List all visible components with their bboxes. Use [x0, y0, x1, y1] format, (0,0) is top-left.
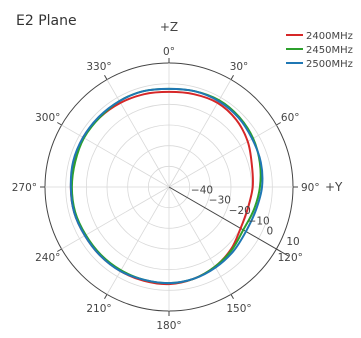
series-layer [69, 87, 264, 286]
angle-label-210: 210° [86, 303, 111, 315]
angular-gridline [168, 186, 232, 295]
angular-gridline [168, 79, 232, 188]
angular-tick [230, 75, 234, 80]
angular-tick [276, 122, 281, 126]
angular-tick [57, 122, 62, 126]
angle-label-30: 30° [230, 61, 249, 73]
series-line-2500MHz [69, 87, 264, 285]
angle-label-240: 240° [35, 252, 60, 264]
legend-label: 2450MHz [306, 45, 353, 56]
chart-title: E2 Plane [16, 13, 77, 29]
radial-tick-label: −30 [209, 195, 231, 207]
legend: 2400MHz 2450MHz 2500MHz [286, 31, 353, 70]
legend-label: 2500MHz [306, 59, 353, 70]
radial-tick-label: 10 [286, 236, 299, 248]
series-line-2450MHz [70, 87, 262, 285]
label-layer: +Z +Y 0° 30° 60° 90° 120° 150° 180° 210° 240° 270… [12, 20, 343, 332]
angle-label-150: 150° [226, 303, 251, 315]
angle-label-300: 300° [35, 112, 60, 124]
angle-label-120: 120° [278, 252, 303, 264]
series-line-2400MHz [69, 90, 254, 286]
polar-grid [40, 58, 298, 316]
radial-tick-label: −20 [229, 205, 251, 217]
angular-gridline [106, 186, 170, 295]
angular-tick [104, 294, 108, 299]
angular-gridline [61, 186, 170, 250]
angular-tick [57, 248, 62, 252]
angular-gridline [168, 124, 277, 188]
angle-label-330: 330° [86, 61, 111, 73]
angle-label-0: 0° [163, 46, 175, 58]
radial-axis-line [168, 186, 289, 257]
radial-tick-label: −40 [191, 184, 213, 196]
angular-gridline [61, 124, 170, 188]
angle-label-60: 60° [281, 112, 300, 124]
angle-label-90: 90° [301, 182, 320, 194]
radial-tick-label: 0 [266, 226, 273, 238]
angular-tick [230, 294, 234, 299]
angular-tick [104, 75, 108, 80]
legend-label: 2400MHz [306, 31, 353, 42]
angle-label-180: 180° [156, 320, 181, 332]
angle-label-270: 270° [12, 182, 37, 194]
north-axis-label: +Z [160, 20, 178, 34]
east-axis-label: +Y [325, 180, 343, 194]
radial-tick-label: −10 [248, 215, 270, 227]
angular-gridline [106, 79, 170, 188]
